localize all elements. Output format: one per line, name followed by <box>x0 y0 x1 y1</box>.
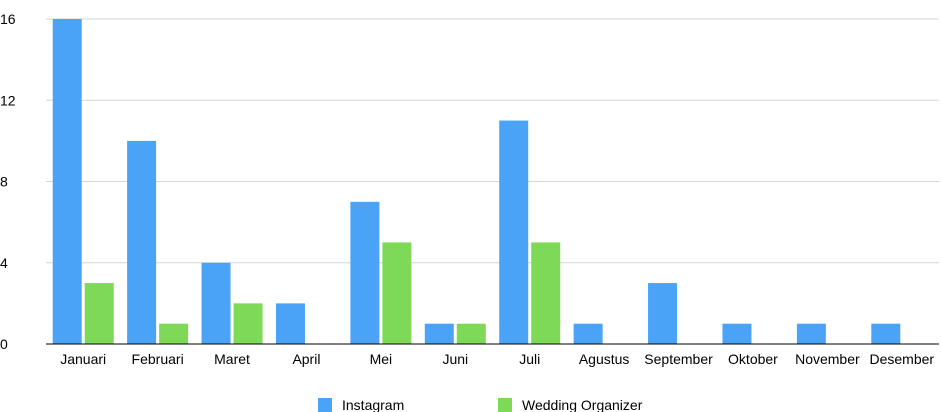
legend-label: Wedding Organizer <box>522 397 643 412</box>
x-tick-label: Mei <box>370 351 393 367</box>
bar-wedding-organizer-februari <box>159 323 189 344</box>
y-axis-ticks: 0 4 8 12 16 <box>0 11 16 352</box>
x-tick-label: Juni <box>442 351 468 367</box>
bar-instagram-mei <box>350 201 380 344</box>
bar-wedding-organizer-juni <box>456 323 486 344</box>
y-tick-label: 0 <box>0 336 8 352</box>
y-tick-label: 12 <box>0 92 16 108</box>
bar-instagram-juni <box>424 323 454 344</box>
bar-instagram-desember <box>871 323 901 344</box>
gridlines <box>46 18 939 264</box>
bars <box>52 19 901 344</box>
x-tick-label: Oktober <box>728 351 778 367</box>
legend-label: Instagram <box>342 397 404 412</box>
x-tick-label: April <box>292 351 320 367</box>
legend-swatch <box>318 398 332 412</box>
x-axis-ticks: Januari Februari Maret April Mei Juni Juli Agus… <box>60 351 934 367</box>
bar-wedding-organizer-januari <box>84 283 114 344</box>
x-tick-label: Januari <box>60 351 106 367</box>
legend: Instagram Wedding Organizer <box>318 397 643 412</box>
bar-instagram-agustus <box>573 323 603 344</box>
bar-instagram-februari <box>127 140 157 344</box>
y-tick-label: 4 <box>0 255 8 271</box>
bar-instagram-april <box>275 303 305 344</box>
y-tick-label: 16 <box>0 11 16 27</box>
x-tick-label: November <box>795 351 860 367</box>
bar-wedding-organizer-maret <box>233 303 263 344</box>
x-tick-label: Maret <box>214 351 250 367</box>
bar-instagram-november <box>796 323 826 344</box>
legend-swatch <box>498 398 512 412</box>
x-tick-label: Februari <box>132 351 184 367</box>
x-tick-label: Agustus <box>579 351 630 367</box>
x-tick-label: Juli <box>519 351 540 367</box>
bar-instagram-september <box>648 283 678 344</box>
bar-instagram-maret <box>201 262 231 344</box>
x-tick-label: Desember <box>869 351 934 367</box>
bar-wedding-organizer-juli <box>531 242 561 344</box>
x-tick-label: September <box>644 351 713 367</box>
bar-instagram-juli <box>499 120 529 344</box>
bar-wedding-organizer-mei <box>382 242 412 344</box>
bar-instagram-oktober <box>722 323 752 344</box>
bar-instagram-januari <box>52 19 82 344</box>
y-tick-label: 8 <box>0 174 8 190</box>
